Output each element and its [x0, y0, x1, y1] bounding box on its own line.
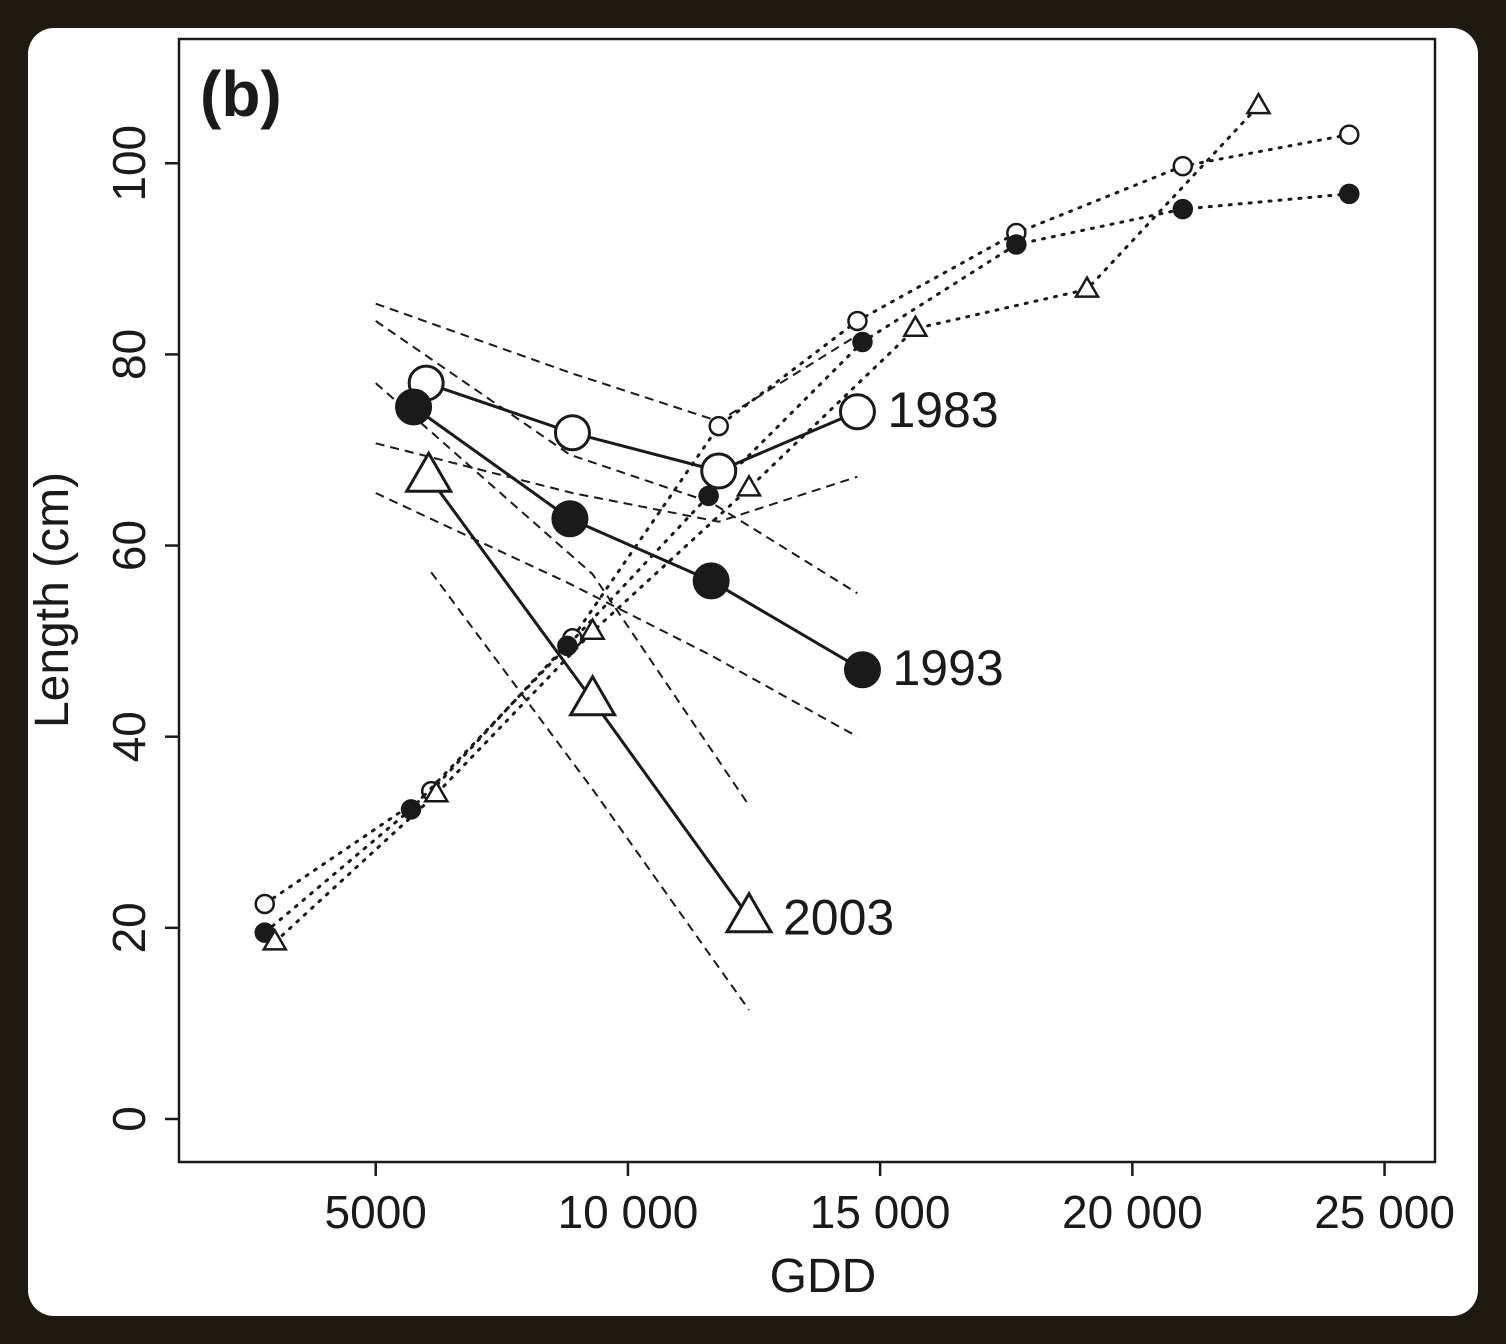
series-1993-growth-point-4 — [852, 331, 873, 353]
growth-curves — [254, 91, 1360, 951]
y-tick-label-4: 80 — [103, 329, 155, 380]
series-2003-growth-point-5 — [1073, 275, 1101, 298]
series-1993-growth-point-1 — [400, 799, 422, 820]
series-1993-fit-point-2 — [692, 562, 730, 600]
x-tick-label-3: 20 000 — [1062, 1186, 1203, 1238]
series-1993-growth-point-6 — [1172, 198, 1194, 220]
series-2003-fit-point-0 — [404, 450, 454, 493]
series-2003-fit-point-1 — [567, 673, 618, 717]
series-1993-fit-point-3 — [843, 651, 881, 689]
series-1993-growth-point-3 — [698, 485, 719, 507]
series-2003-growth-point-3 — [735, 473, 763, 497]
axes: 5000 10 000 15 000 20 000 25 000 0 20 40 60 80 100 — [103, 125, 1455, 1238]
series-2003-growth-point-2 — [579, 617, 606, 641]
series-1983-growth-point-7 — [1338, 124, 1360, 145]
figure-card: 5000 10 000 15 000 20 000 25 000 0 20 40 60 80 100… — [28, 28, 1478, 1316]
y-tick-label-1: 20 — [103, 902, 155, 953]
panel-label: (b) — [200, 58, 282, 130]
x-tick-label-4: 25 000 — [1314, 1186, 1455, 1238]
series-2003-ci-upper — [375, 382, 750, 807]
series-2003-growth-point-6 — [1245, 91, 1272, 115]
x-tick-label-2: 15 000 — [810, 1186, 951, 1238]
growth-chart: 5000 10 000 15 000 20 000 25 000 0 20 40 60 80 100… — [28, 37, 1455, 1303]
fitted-curves: 1983 1993 2003 — [395, 364, 1004, 946]
series-2003-growth-point-0 — [261, 927, 288, 951]
y-tick-label-2: 40 — [103, 711, 155, 762]
series-1983-fit-point-1 — [553, 414, 591, 452]
series-1993-growth-line — [263, 192, 1351, 935]
series-1993-growth-point-2 — [557, 635, 578, 657]
series-1983-growth-point-0 — [254, 893, 276, 915]
x-tick-label-1: 10 000 — [558, 1186, 699, 1238]
series-1983-ci-upper — [375, 302, 858, 423]
y-tick-label-5: 100 — [103, 125, 155, 202]
series-1993-label: 1993 — [892, 640, 1003, 696]
series-1983-growth-line — [263, 133, 1351, 906]
y-tick-label-3: 60 — [103, 520, 155, 571]
series-2003-growth-point-4 — [902, 314, 929, 338]
series-2003-growth-line — [273, 104, 1260, 944]
y-tick-label-0: 0 — [103, 1106, 155, 1132]
series-2003-ci-lower — [430, 571, 750, 1011]
series-1983-growth-point-6 — [1172, 155, 1194, 177]
series-1993-growth-point-7 — [1338, 183, 1360, 205]
series-1993-ci-lower — [375, 492, 858, 738]
plot-frame — [177, 37, 1437, 1164]
series-2003-growth-point-1 — [423, 779, 450, 803]
series-1993-ci-upper — [375, 320, 858, 595]
x-axis-title: GDD — [770, 1250, 877, 1303]
series-1983-ci-lower — [375, 442, 858, 523]
x-tick-label-0: 5000 — [325, 1186, 427, 1238]
series-1993-fit-point-1 — [551, 500, 589, 538]
series-1993-fit-point-0 — [395, 388, 433, 426]
series-1993-fit-line — [412, 405, 864, 672]
series-1983-fit-point-3 — [838, 393, 876, 431]
series-1983-growth-point-4 — [847, 310, 868, 332]
series-2003-label: 2003 — [783, 890, 894, 946]
series-1993-growth-point-5 — [1006, 234, 1027, 255]
series-1983-fit-point-2 — [700, 452, 738, 490]
series-1983-fit-line — [425, 381, 858, 473]
series-2003-fit-point-2 — [724, 890, 774, 934]
y-axis-title: Length (cm) — [28, 472, 79, 728]
series-1983-label: 1983 — [887, 382, 998, 438]
series-1983-growth-point-3 — [708, 415, 729, 437]
